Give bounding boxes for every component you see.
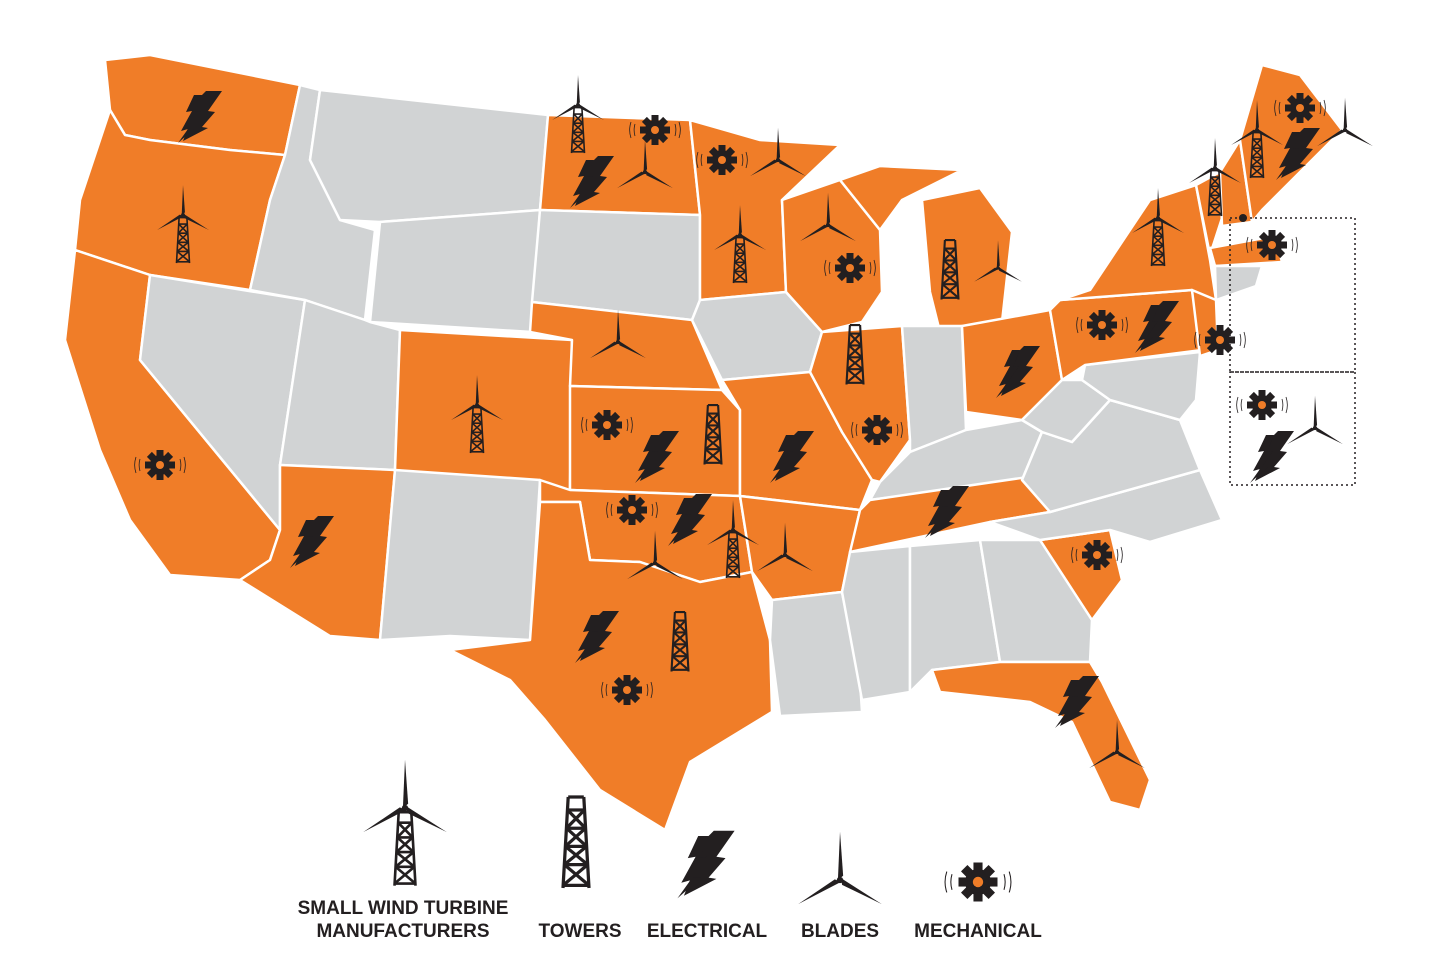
legend: SMALL WIND TURBINE MANUFACTURERS TOWERS … bbox=[298, 760, 1042, 942]
location-dot bbox=[1239, 214, 1247, 222]
turbine-manufacturer-icon bbox=[362, 760, 448, 886]
state-tx[interactable] bbox=[448, 500, 774, 832]
state-nc[interactable] bbox=[988, 468, 1224, 544]
states bbox=[63, 53, 1344, 832]
state-sd[interactable] bbox=[530, 208, 702, 322]
inset-box-bottom bbox=[1229, 371, 1356, 486]
tower-icon bbox=[561, 795, 591, 890]
legend-label-blades: BLADES bbox=[801, 921, 879, 942]
state-mt[interactable] bbox=[308, 88, 550, 224]
legend-label-mechanical: MECHANICAL bbox=[914, 921, 1042, 942]
legend-label-electrical: ELECTRICAL bbox=[647, 921, 768, 942]
inset-box-top bbox=[1229, 217, 1356, 373]
state-ga[interactable] bbox=[978, 538, 1094, 664]
state-ct-ri[interactable] bbox=[1213, 264, 1264, 302]
blades-icon bbox=[1286, 396, 1344, 446]
state-ms[interactable] bbox=[840, 544, 912, 702]
electrical-icon bbox=[677, 830, 735, 899]
electrical-icon bbox=[1250, 431, 1294, 483]
state-nm[interactable] bbox=[378, 468, 542, 642]
legend-label-towers: TOWERS bbox=[538, 921, 621, 942]
inset-boxes bbox=[1229, 217, 1356, 486]
legend-label-manufacturers-line1: SMALL WIND TURBINE bbox=[298, 898, 509, 919]
state-ar[interactable] bbox=[738, 494, 862, 602]
mechanical-icon bbox=[1237, 390, 1288, 420]
blades-icon bbox=[797, 832, 883, 907]
state-wy[interactable] bbox=[368, 208, 542, 334]
legend-label-manufacturers-line2: MANUFACTURERS bbox=[316, 921, 489, 942]
mechanical-icon bbox=[945, 863, 1011, 902]
state-fl[interactable] bbox=[930, 660, 1152, 812]
state-mi-upper[interactable] bbox=[838, 164, 964, 232]
state-ny[interactable] bbox=[1058, 183, 1218, 332]
